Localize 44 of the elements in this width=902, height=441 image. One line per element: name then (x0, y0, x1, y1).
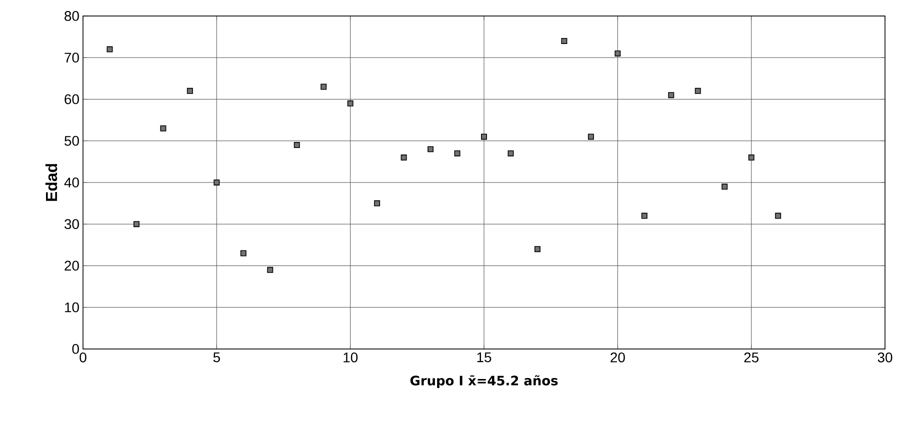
point (106, 46, 113, 52)
point (508, 150, 514, 156)
point (561, 38, 568, 44)
point (374, 200, 380, 206)
y-tick-label: 70 (64, 52, 79, 63)
x-tick-label: 5 (213, 352, 220, 362)
point (214, 180, 220, 186)
x-tick-label: 15 (477, 352, 492, 362)
y-tick-label: 10 (65, 302, 79, 312)
point (400, 154, 407, 161)
x-tick-label: 10 (344, 352, 358, 362)
point (534, 246, 540, 252)
point (454, 150, 460, 156)
point (614, 50, 621, 56)
point (428, 146, 434, 152)
y-tick-label: 20 (64, 260, 79, 271)
point (748, 154, 754, 161)
point (294, 142, 300, 148)
x-tick-label: 30 (878, 352, 892, 362)
point (160, 125, 166, 132)
y-tick-label: 50 (64, 136, 79, 146)
point (694, 88, 701, 94)
point (668, 92, 674, 98)
x-tick-label: 20 (610, 352, 625, 362)
y-tick-label: 60 (64, 94, 79, 104)
point (481, 134, 487, 140)
x-tick-label: 25 (744, 352, 759, 362)
point (267, 266, 274, 273)
y-tick-label: 30 (64, 219, 79, 230)
y-axis-title: Edad (45, 164, 58, 201)
y-tick-label: 0 (72, 344, 79, 354)
x-tick-label: 0 (80, 352, 86, 362)
point (186, 88, 193, 94)
x-axis-title: Grupo I x̄=45.2 años (410, 375, 558, 388)
y-tick-label: 40 (64, 178, 79, 188)
point (588, 134, 594, 140)
y-tick-label: 80 (64, 11, 79, 21)
point (133, 221, 140, 228)
point (320, 84, 327, 90)
point (347, 100, 354, 106)
point (722, 184, 728, 190)
point (641, 212, 648, 219)
point (775, 212, 782, 219)
point (240, 250, 246, 256)
